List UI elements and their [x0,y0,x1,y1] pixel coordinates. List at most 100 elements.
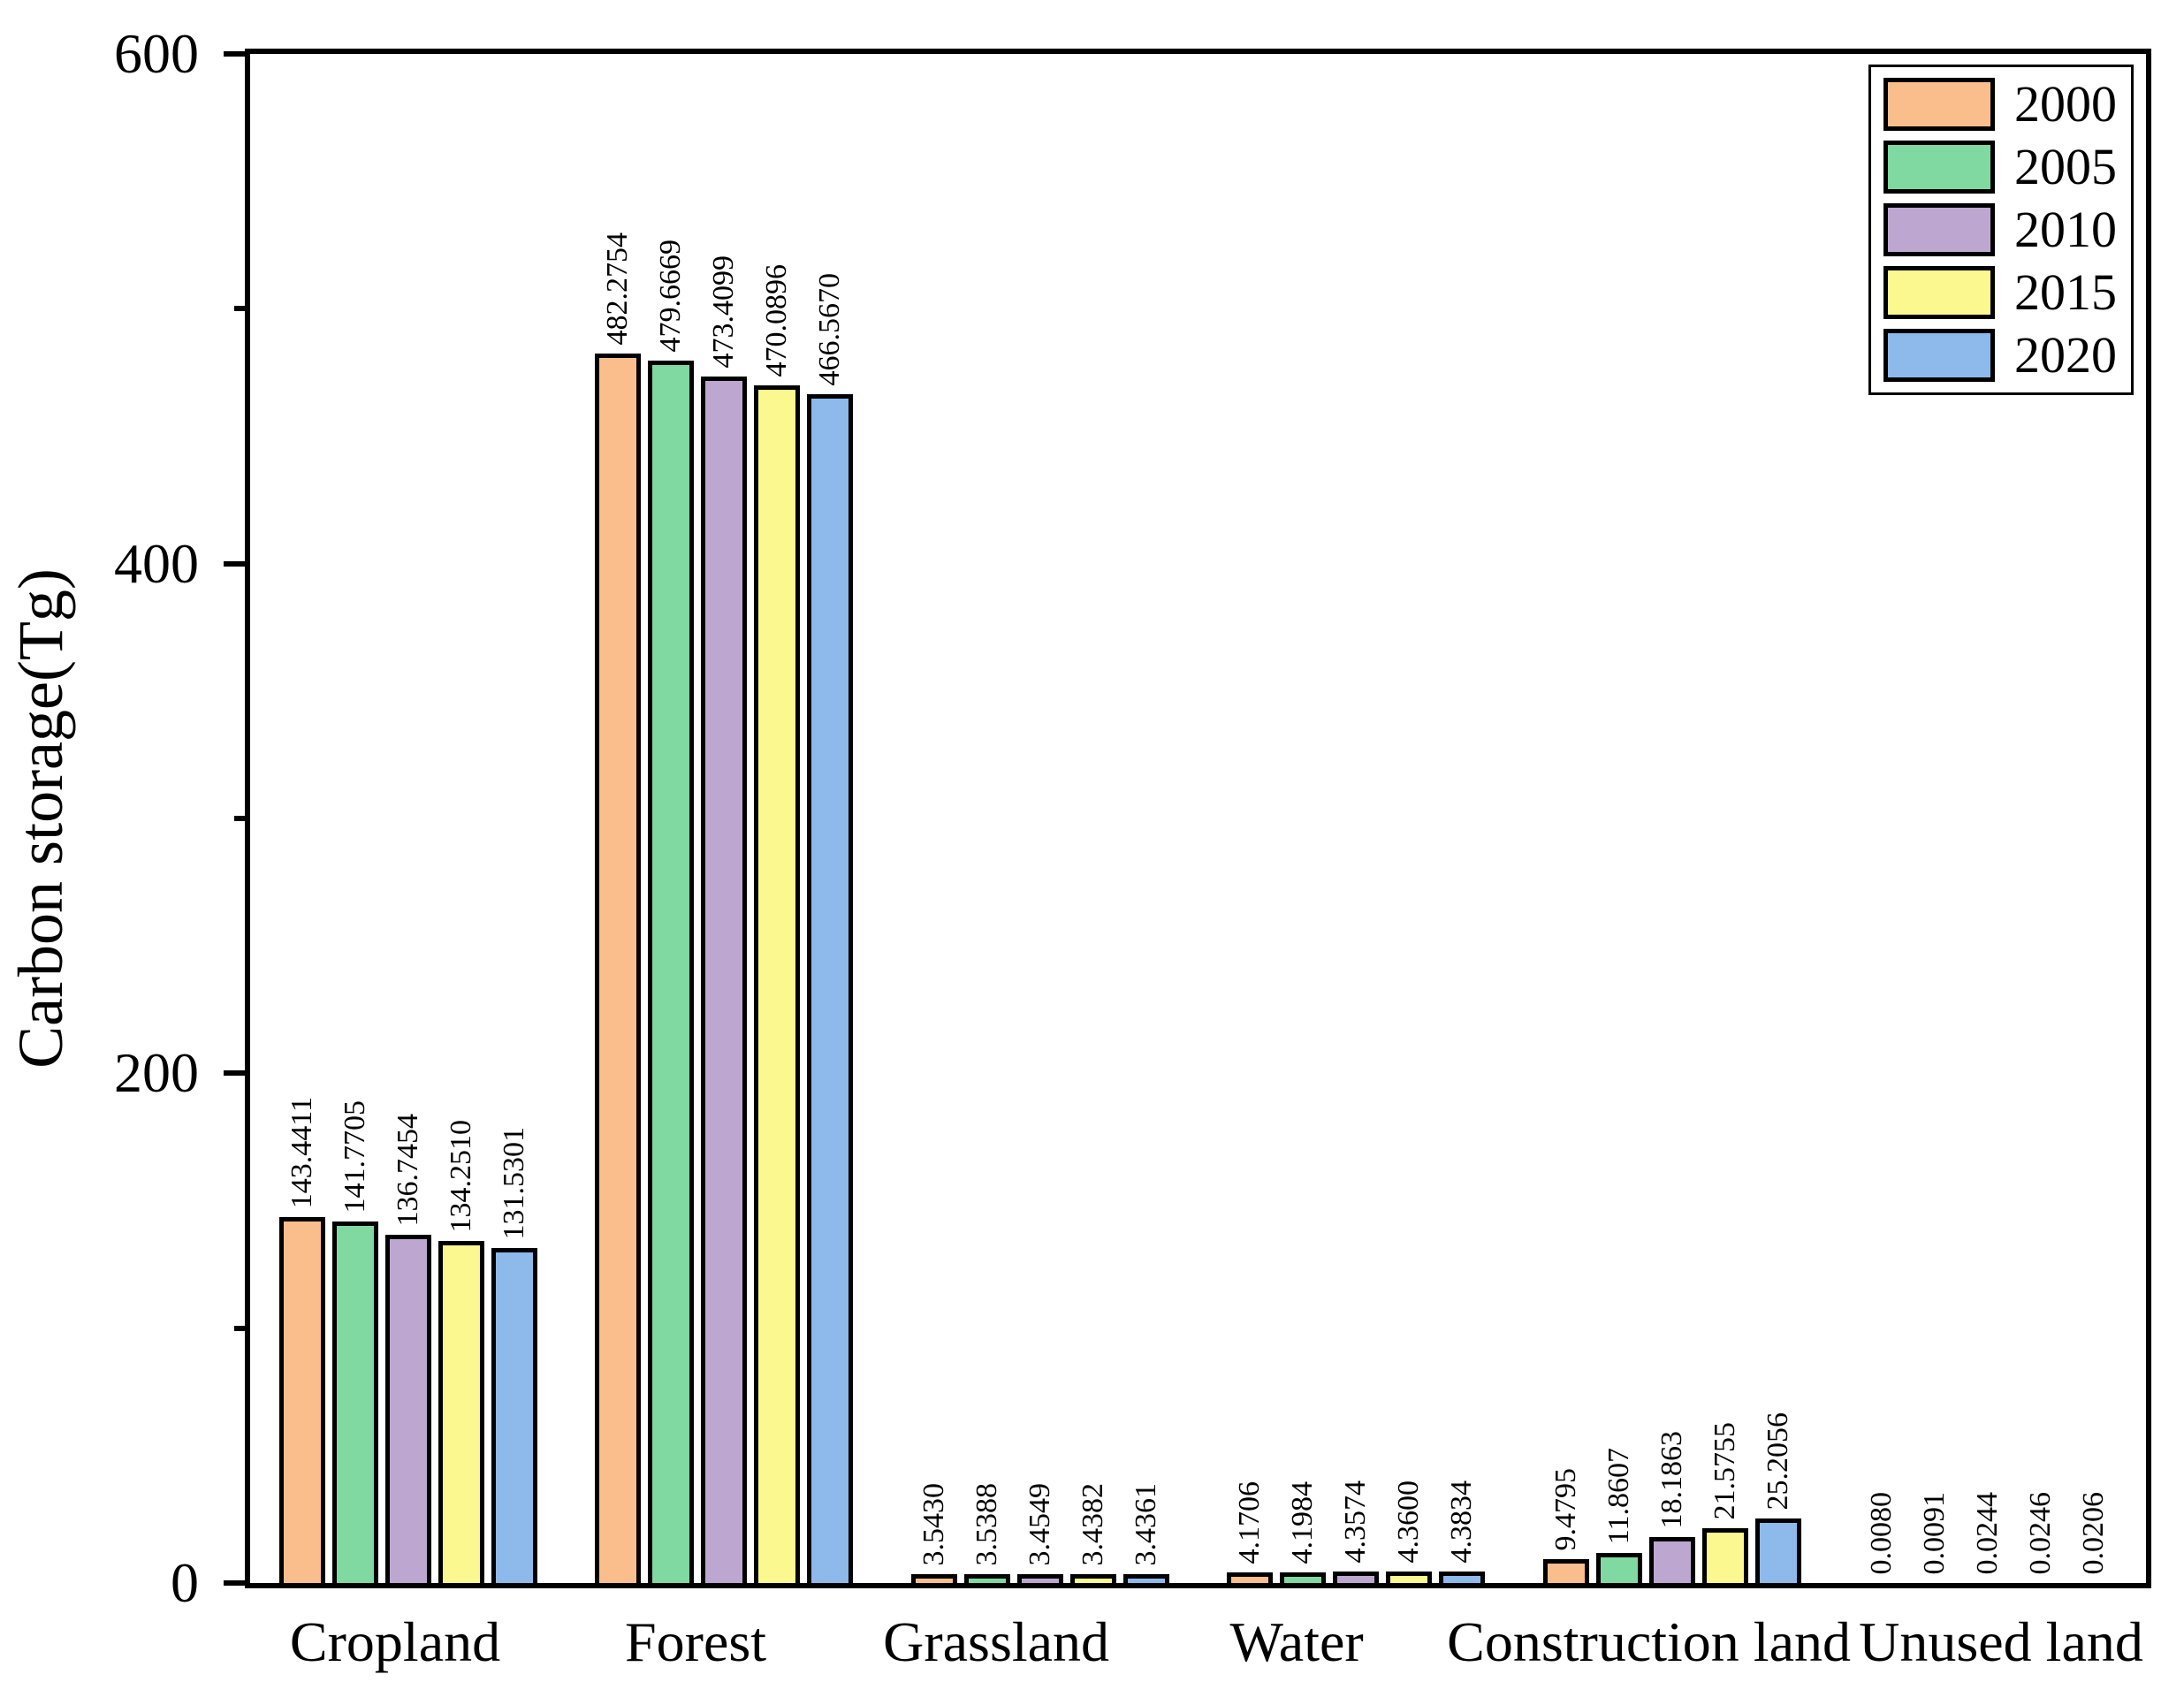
legend-entry-2010: 2010 [1883,203,2117,256]
bar-cell: 0.0091 [1912,1492,1958,1584]
bar-value-label: 134.2510 [444,1119,477,1233]
bar-cell: 143.4411 [278,1097,325,1583]
bar-group-forest: 482.2754 479.6669 473.4099 470.0896 466.5670 [567,54,883,1583]
y-tick-label: 200 [114,1041,199,1105]
bar-value-label: 4.3574 [1339,1480,1373,1564]
bar-value-label: 473.4099 [707,255,741,369]
x-category-label: Water [1229,1610,1364,1673]
legend-label: 2000 [2014,75,2117,133]
x-category-label: Construction land [1447,1610,1851,1673]
bar-value-label: 21.5755 [1708,1421,1741,1520]
bar-cell: 4.3600 [1386,1480,1433,1583]
bar-group-construction-land: 9.4795 11.8607 18.1863 21.5755 25.2056 [1514,54,1830,1583]
legend-label: 2015 [2014,263,2117,321]
bar-value-label: 3.5388 [970,1482,1003,1566]
bar-cell: 0.0244 [1965,1492,2011,1584]
legend-swatch [1883,266,1995,319]
bar-cell: 131.5301 [491,1126,537,1583]
legend-entry-2020: 2020 [1883,329,2117,382]
bar-cell: 134.2510 [438,1119,484,1583]
bar-cell: 11.8607 [1595,1448,1642,1583]
y-minor-tick [234,816,250,821]
bar-cell: 18.1863 [1648,1430,1695,1583]
x-category-label: Forest [625,1610,767,1673]
bar-value-label: 3.4549 [1023,1482,1056,1566]
y-tick-label: 600 [114,22,199,85]
bar-value-label: 482.2754 [601,232,635,346]
bar-cell: 141.7705 [331,1100,378,1583]
bar-value-label: 3.4361 [1129,1482,1162,1566]
y-major-tick [224,560,250,567]
plot-area: 0 200 400 600 143.4411 141.7705 136.7454 134.2… [114,26,2151,1611]
bar-value-label: 466.5670 [813,272,847,386]
bar-2020 [1439,1572,1486,1583]
x-category-label: Unused land [1859,1610,2143,1673]
bar-value-label: 18.1863 [1655,1430,1688,1529]
bar-2005 [648,361,695,1583]
bar-group-grassland: 3.5430 3.5388 3.4549 3.4382 3.4361 [882,54,1199,1583]
bar-value-label: 3.4382 [1076,1482,1109,1566]
bar-2005 [1595,1553,1642,1583]
bar-value-label: 4.1706 [1233,1480,1267,1564]
bar-2020 [807,394,854,1583]
y-major-tick [224,1070,250,1077]
legend-swatch [1883,141,1995,194]
bar-cell: 9.4795 [1542,1467,1589,1583]
y-major-tick [224,1580,250,1586]
bar-value-label: 0.0080 [1865,1491,1899,1575]
y-tick-label: 400 [114,531,199,595]
bar-cell: 4.3574 [1333,1480,1380,1583]
bar-2015 [438,1241,484,1583]
bar-group-cropland: 143.4411 141.7705 136.7454 134.2510 131.5301 [250,54,567,1583]
bar-cell: 3.4361 [1122,1482,1169,1583]
bar-cell: 21.5755 [1701,1421,1748,1583]
y-major-tick [224,51,250,57]
bar-cell: 3.4382 [1069,1482,1116,1583]
legend-entry-2000: 2000 [1883,78,2117,131]
legend: 2000 2005 2010 2015 2020 [1868,65,2134,395]
bar-2010 [1333,1572,1380,1583]
bar-cell: 0.0206 [2071,1492,2117,1584]
bar-2020 [1122,1574,1169,1583]
legend-entry-2015: 2015 [1883,266,2117,319]
bar-value-label: 3.5430 [917,1482,950,1566]
bar-value-label: 4.3834 [1445,1480,1479,1564]
bar-2010 [1016,1574,1063,1583]
bar-value-label: 4.3600 [1392,1480,1426,1564]
bar-2010 [1648,1537,1695,1583]
bar-cell: 482.2754 [595,232,642,1583]
bar-cell: 4.3834 [1439,1480,1486,1583]
bar-2005 [1280,1572,1327,1583]
legend-swatch [1883,78,1995,131]
bar-cell: 470.0896 [754,264,801,1583]
x-category-label: Grassland [883,1610,1110,1673]
bar-value-label: 25.2056 [1761,1412,1794,1511]
legend-swatch [1883,203,1995,256]
bar-value-label: 131.5301 [497,1126,530,1240]
bar-2010 [384,1235,431,1583]
bar-cell: 4.1706 [1227,1480,1274,1583]
bar-value-label: 9.4795 [1549,1467,1582,1551]
bar-value-label: 136.7454 [391,1113,424,1227]
bar-cell: 0.0080 [1859,1492,1905,1584]
bar-group-water: 4.1706 4.1984 4.3574 4.3600 4.3834 [1199,54,1515,1583]
bar-2000 [910,1574,957,1583]
bar-cell: 3.5430 [910,1482,957,1583]
bar-cell: 136.7454 [384,1113,431,1583]
bar-2020 [1754,1518,1801,1583]
legend-label: 2010 [2014,201,2117,258]
legend-label: 2020 [2014,326,2117,384]
legend-entry-2005: 2005 [1883,141,2117,194]
bar-2005 [331,1222,378,1583]
bar-2020 [491,1248,537,1583]
bar-value-label: 0.0244 [1971,1491,2005,1575]
bar-2000 [278,1217,325,1583]
bar-cell: 25.2056 [1754,1412,1801,1583]
y-tick-label: 0 [171,1551,199,1614]
bar-cell: 0.0246 [2018,1492,2064,1584]
bar-2015 [1386,1572,1433,1583]
y-axis-title: Carbon storage(Tg) [5,568,76,1069]
bar-cell: 473.4099 [701,255,748,1583]
bar-cell: 3.5388 [963,1482,1010,1583]
